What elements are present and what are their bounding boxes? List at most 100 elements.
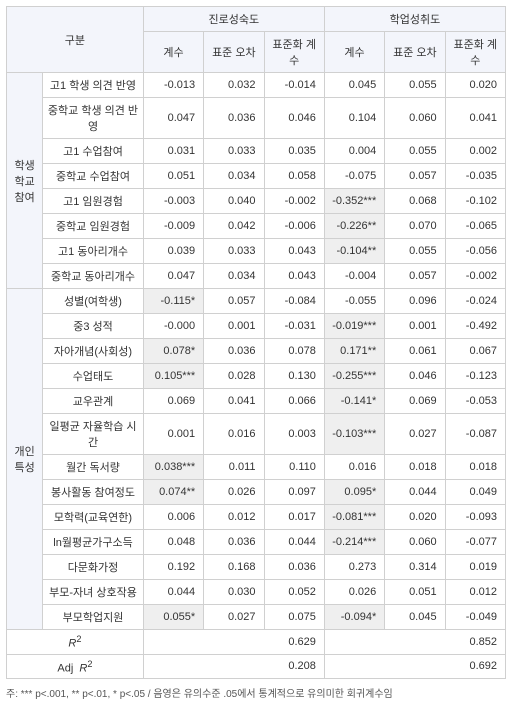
cell: -0.075: [324, 164, 384, 189]
row-label: 월간 독서량: [43, 455, 144, 480]
cell: 0.018: [445, 455, 505, 480]
cell: -0.115*: [143, 289, 203, 314]
cell: 0.012: [204, 505, 264, 530]
cell: 0.045: [324, 73, 384, 98]
table-row: 부모학업지원0.055*0.0270.075-0.094*0.045-0.049: [7, 605, 506, 630]
cell: 0.048: [143, 530, 203, 555]
table-row: 고1 동아리개수0.0390.0330.043-0.104**0.055-0.0…: [7, 239, 506, 264]
cell: 0.044: [385, 480, 445, 505]
cell: 0.044: [143, 580, 203, 605]
cell: -0.035: [445, 164, 505, 189]
cell: 0.001: [385, 314, 445, 339]
cell: 0.012: [445, 580, 505, 605]
footer-row: R20.6290.852: [7, 630, 506, 655]
cell: -0.053: [445, 389, 505, 414]
cell: 0.016: [324, 455, 384, 480]
cell: 0.060: [385, 530, 445, 555]
group-label: 학생 학교 참여: [7, 73, 43, 289]
cell: -0.009: [143, 214, 203, 239]
cell: 0.027: [385, 414, 445, 455]
table-row: 봉사활동 참여정도0.074**0.0260.0970.095*0.0440.0…: [7, 480, 506, 505]
cell: 0.042: [204, 214, 264, 239]
cell: 0.057: [385, 164, 445, 189]
cell: 0.045: [385, 605, 445, 630]
cell: 0.026: [324, 580, 384, 605]
cell: 0.061: [385, 339, 445, 364]
row-label: 중학교 임원경험: [43, 214, 144, 239]
footer-value: 0.629: [143, 630, 324, 655]
row-label: 중학교 수업참여: [43, 164, 144, 189]
cell: 0.033: [204, 239, 264, 264]
regression-table: 구분 진로성숙도 학업성취도 계수 표준 오차 표준화 계수 계수 표준 오차 …: [6, 6, 506, 679]
cell: 0.019: [445, 555, 505, 580]
cell: -0.003: [143, 189, 203, 214]
footer-value: 0.852: [324, 630, 505, 655]
cell: 0.036: [204, 339, 264, 364]
cell: -0.141*: [324, 389, 384, 414]
row-label: 고1 동아리개수: [43, 239, 144, 264]
footer-value: 0.692: [324, 654, 505, 679]
cell: 0.097: [264, 480, 324, 505]
row-label: 교우관계: [43, 389, 144, 414]
table-row: 학생 학교 참여고1 학생 의견 반영-0.0130.032-0.0140.04…: [7, 73, 506, 98]
row-label: 다문화가정: [43, 555, 144, 580]
cell: 0.104: [324, 98, 384, 139]
cell: 0.001: [143, 414, 203, 455]
cell: -0.103***: [324, 414, 384, 455]
cell: 0.044: [264, 530, 324, 555]
cell: 0.105***: [143, 364, 203, 389]
cell: -0.094*: [324, 605, 384, 630]
cell: -0.019***: [324, 314, 384, 339]
cell: -0.084: [264, 289, 324, 314]
cell: -0.056: [445, 239, 505, 264]
table-row: 중학교 학생 의견 반영0.0470.0360.0460.1040.0600.0…: [7, 98, 506, 139]
cell: 0.069: [385, 389, 445, 414]
footer-label: R2: [7, 630, 144, 655]
cell: 0.110: [264, 455, 324, 480]
cell: 0.060: [385, 98, 445, 139]
table-row: 중학교 수업참여0.0510.0340.058-0.0750.057-0.035: [7, 164, 506, 189]
cell: 0.171**: [324, 339, 384, 364]
cell: 0.055: [385, 139, 445, 164]
cell: -0.087: [445, 414, 505, 455]
table-row: 수업태도0.105***0.0280.130-0.255***0.046-0.1…: [7, 364, 506, 389]
footer-value: 0.208: [143, 654, 324, 679]
header-coef-1: 계수: [143, 32, 203, 73]
cell: -0.002: [445, 264, 505, 289]
header-coef-2: 계수: [324, 32, 384, 73]
row-label: 수업태도: [43, 364, 144, 389]
cell: 0.074**: [143, 480, 203, 505]
cell: 0.051: [385, 580, 445, 605]
cell: 0.039: [143, 239, 203, 264]
cell: 0.047: [143, 98, 203, 139]
cell: -0.031: [264, 314, 324, 339]
row-label: 일평균 자율학습 시간: [43, 414, 144, 455]
cell: 0.066: [264, 389, 324, 414]
table-header: 구분 진로성숙도 학업성취도 계수 표준 오차 표준화 계수 계수 표준 오차 …: [7, 7, 506, 73]
table-row: 다문화가정0.1920.1680.0360.2730.3140.019: [7, 555, 506, 580]
cell: 0.051: [143, 164, 203, 189]
table-row: 일평균 자율학습 시간0.0010.0160.003-0.103***0.027…: [7, 414, 506, 455]
cell: 0.004: [324, 139, 384, 164]
cell: 0.017: [264, 505, 324, 530]
cell: 0.041: [204, 389, 264, 414]
cell: 0.055: [385, 239, 445, 264]
cell: 0.057: [204, 289, 264, 314]
cell: 0.046: [385, 364, 445, 389]
cell: 0.033: [204, 139, 264, 164]
cell: -0.352***: [324, 189, 384, 214]
header-se-2: 표준 오차: [385, 32, 445, 73]
cell: 0.070: [385, 214, 445, 239]
cell: 0.095*: [324, 480, 384, 505]
cell: 0.020: [445, 73, 505, 98]
cell: -0.014: [264, 73, 324, 98]
cell: -0.055: [324, 289, 384, 314]
cell: 0.192: [143, 555, 203, 580]
cell: 0.057: [385, 264, 445, 289]
header-stdcoef-1: 표준화 계수: [264, 32, 324, 73]
row-label: 성별(여학생): [43, 289, 144, 314]
cell: 0.043: [264, 239, 324, 264]
cell: 0.031: [143, 139, 203, 164]
cell: 0.036: [204, 98, 264, 139]
table-row: 교우관계0.0690.0410.066-0.141*0.069-0.053: [7, 389, 506, 414]
